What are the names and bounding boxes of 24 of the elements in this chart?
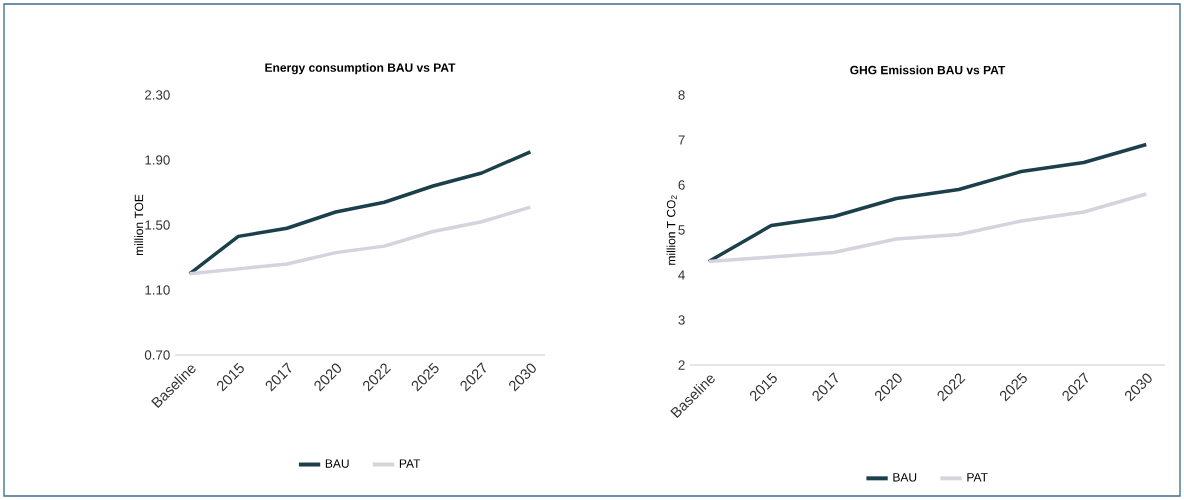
legend-label: PAT	[399, 459, 421, 468]
line-series	[707, 142, 1149, 264]
y-tick-label: 1.10	[145, 285, 170, 295]
legend-label: BAU	[325, 459, 349, 468]
y-tick-label: 2.30	[145, 90, 170, 100]
y-tick-label: 3	[678, 315, 685, 325]
legend-label: BAU	[893, 473, 917, 482]
y-tick-label: 1.50	[145, 220, 170, 230]
line-series	[187, 150, 533, 276]
line-series	[187, 205, 533, 276]
y-tick-label: 0.70	[144, 350, 170, 360]
y-tick-label: 8	[678, 90, 685, 100]
chart-title: Energy consumption BAU vs PAT	[265, 63, 456, 75]
chart-title: GHG Emission BAU vs PAT	[850, 65, 1006, 75]
y-tick-label: 6	[678, 180, 685, 190]
y-tick-label: 1.90	[145, 155, 170, 165]
y-tick-label: 4	[678, 270, 685, 280]
y-tick-label: 5	[678, 225, 685, 235]
y-tick-label: 2	[678, 360, 685, 370]
y-tick-label: 7	[678, 135, 685, 145]
y-axis-title: million T CO$_{2}$	[666, 195, 677, 265]
legend-label: PAT	[967, 473, 988, 482]
line-series	[707, 192, 1149, 264]
y-axis-title: million TOE	[134, 194, 144, 256]
